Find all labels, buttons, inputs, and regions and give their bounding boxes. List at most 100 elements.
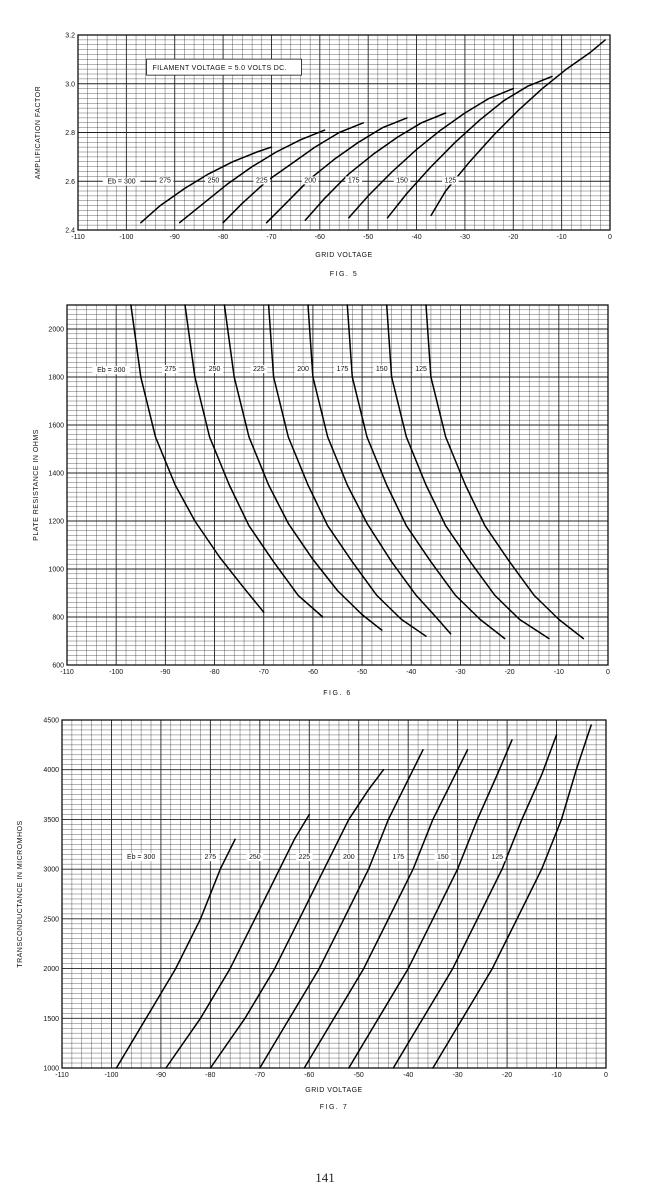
fig6-x-tick-label: -30 bbox=[455, 669, 465, 676]
fig5-series-label-7: 150 bbox=[396, 177, 408, 184]
fig6-x-tick-label: -60 bbox=[308, 669, 318, 676]
fig7-series-label-3: 250 bbox=[249, 854, 261, 861]
fig5-x-axis-label: GRID VOLTAGE bbox=[315, 252, 372, 259]
fig6-x-tick-label: -100 bbox=[109, 669, 123, 676]
fig5-x-tick-label: -30 bbox=[460, 234, 470, 241]
fig5-y-tick-label: 2.4 bbox=[65, 228, 75, 235]
fig7-y-tick-label: 3000 bbox=[43, 867, 59, 874]
fig5-series-label-bg-3 bbox=[205, 176, 222, 185]
fig7-plot-frame bbox=[61, 719, 607, 1069]
fig6-series-label-bg-7 bbox=[373, 365, 391, 373]
fig7-series-label-7: 150 bbox=[437, 854, 449, 861]
fig7-series-label-bg-2 bbox=[202, 853, 219, 862]
fig6-x-tick-label: -40 bbox=[406, 669, 416, 676]
fig5-y-tick-label: 2.6 bbox=[65, 179, 75, 186]
fig7-y-tick-label: 4000 bbox=[43, 767, 59, 774]
fig5-y-tick-label: 2.8 bbox=[65, 130, 75, 137]
fig6-x-tick-label: -80 bbox=[209, 669, 219, 676]
fig7-x-tick-label: -30 bbox=[453, 1072, 463, 1079]
fig5-series-line-3 bbox=[222, 122, 365, 224]
fig7-series-line-7 bbox=[392, 734, 558, 1069]
fig7-series-line-3 bbox=[209, 768, 385, 1069]
fig5-x-tick-label: -50 bbox=[363, 234, 373, 241]
fig6-series-label-6: 175 bbox=[337, 366, 349, 373]
fig7-series-line-1 bbox=[115, 838, 236, 1069]
fig5-series-line-4 bbox=[265, 117, 408, 224]
fig5-x-tick-label: -70 bbox=[266, 234, 276, 241]
fig7-x-tick-label: -20 bbox=[502, 1072, 512, 1079]
fig6-x-tick-label: 0 bbox=[606, 669, 610, 676]
fig6-series-line-7 bbox=[385, 304, 550, 640]
fig5-x-tick-label: -40 bbox=[411, 234, 421, 241]
fig6-series-label-bg-1 bbox=[92, 366, 131, 375]
fig7-y-tick-label: 1500 bbox=[43, 1016, 59, 1023]
fig5-series-label-bg-1 bbox=[102, 177, 141, 186]
fig6-x-tick-label: -70 bbox=[259, 669, 269, 676]
fig5-x-tick-label: -110 bbox=[71, 234, 85, 241]
fig6-y-tick-label: 1000 bbox=[48, 567, 64, 574]
fig6-series-label-4: 225 bbox=[253, 366, 265, 373]
fig6-y-tick-label: 1200 bbox=[48, 519, 64, 526]
fig6-series-label-bg-4 bbox=[250, 365, 268, 373]
fig7-grid bbox=[61, 719, 607, 1069]
fig6-y-tick-label: 800 bbox=[52, 615, 64, 622]
fig5-x-tick-label: -10 bbox=[557, 234, 567, 241]
fig6-series-line-4 bbox=[267, 304, 427, 637]
fig6-x-tick-label: -20 bbox=[505, 669, 515, 676]
fig6-y-tick-label: 1800 bbox=[48, 375, 64, 382]
fig5-series-label-bg-6 bbox=[345, 176, 362, 185]
fig7-series-label-6: 175 bbox=[392, 854, 404, 861]
fig6-series-label-bg-2 bbox=[161, 365, 179, 373]
fig7-x-tick-label: -110 bbox=[55, 1072, 69, 1079]
fig5-series-label-bg-8 bbox=[442, 176, 459, 185]
fig6-x-tick-label: -90 bbox=[160, 669, 170, 676]
fig5-x-tick-label: 0 bbox=[608, 234, 612, 241]
fig5-series-label-8: 125 bbox=[445, 177, 457, 184]
fig5-x-tick-label: -100 bbox=[119, 234, 133, 241]
fig6-plot-frame bbox=[66, 304, 609, 666]
figure-6-chart: -110 -100 -90 -80 -70 -60 -50 -40 -30 -20 -10 06008… bbox=[33, 304, 610, 697]
fig5-x-tick-label: -80 bbox=[218, 234, 228, 241]
fig6-x-tick-label: -10 bbox=[554, 669, 564, 676]
fig5-series-label-bg-7 bbox=[393, 176, 411, 185]
figure-7-chart: -110 -100 -90 -80 -70 -60 -50 -40 -30 -20 -10 01000… bbox=[17, 718, 608, 1112]
fig5-series-label-1: Eb = 300 bbox=[107, 179, 135, 186]
fig7-x-tick-label: -80 bbox=[205, 1072, 215, 1079]
fig6-series-label-1: Eb = 300 bbox=[97, 367, 125, 374]
fig5-series-label-bg-5 bbox=[301, 176, 319, 185]
fig7-series-label-bg-3 bbox=[246, 853, 264, 862]
fig7-series-label-bg-4 bbox=[296, 853, 313, 862]
fig6-series-line-5 bbox=[307, 304, 452, 635]
fig6-series-line-3 bbox=[223, 304, 383, 631]
fig7-series-line-8 bbox=[432, 724, 592, 1069]
fig7-y-axis-label: TRANSCONDUCTANCE IN MICROMHOS bbox=[17, 820, 24, 967]
fig5-x-tick-label: -20 bbox=[508, 234, 518, 241]
fig5-figure-label: FIG. 5 bbox=[330, 271, 358, 278]
fig5-x-tick-label: -90 bbox=[170, 234, 180, 241]
fig7-series-label-bg-7 bbox=[434, 853, 452, 862]
fig7-series-line-6 bbox=[348, 739, 513, 1069]
fig7-series-label-bg-6 bbox=[389, 853, 407, 862]
fig5-series-line-6 bbox=[348, 87, 515, 219]
fig6-y-axis-label: PLATE RESISTANCE IN OHMS bbox=[33, 429, 40, 541]
fig7-series-line-4 bbox=[259, 749, 424, 1069]
fig7-series-line-5 bbox=[303, 749, 469, 1069]
fig7-x-tick-label: -70 bbox=[255, 1072, 265, 1079]
fig7-x-tick-label: 0 bbox=[604, 1072, 608, 1079]
fig7-series-line-2 bbox=[165, 813, 311, 1069]
fig5-series-label-4: 225 bbox=[256, 177, 268, 184]
fig7-y-tick-label: 1000 bbox=[43, 1066, 59, 1073]
fig6-series-label-5: 200 bbox=[297, 366, 309, 373]
fig5-series-label-6: 175 bbox=[348, 177, 360, 184]
fig7-x-tick-label: -50 bbox=[354, 1072, 364, 1079]
fig6-series-label-2: 275 bbox=[164, 366, 176, 373]
figure-5-chart: -110 -100 -90 -80 -70 -60 -50 -40 -30 -20 -10 02.42… bbox=[35, 33, 612, 279]
fig5-y-tick-label: 3.2 bbox=[65, 33, 75, 40]
fig6-series-label-bg-3 bbox=[206, 365, 223, 373]
fig5-series-label-bg-2 bbox=[156, 176, 174, 185]
fig7-x-tick-label: -60 bbox=[304, 1072, 314, 1079]
fig7-series-label-bg-5 bbox=[340, 853, 358, 862]
fig7-series-label-bg-8 bbox=[488, 853, 506, 862]
fig6-y-tick-label: 2000 bbox=[48, 327, 64, 334]
fig7-x-tick-label: -40 bbox=[403, 1072, 413, 1079]
